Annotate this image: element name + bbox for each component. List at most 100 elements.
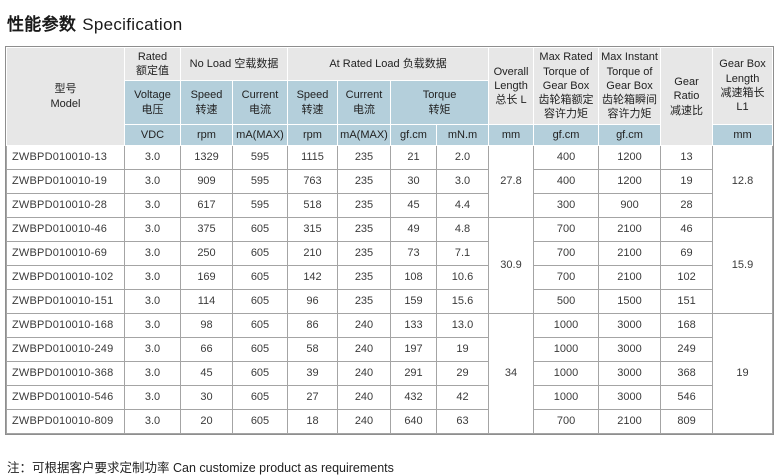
cell-no-load-speed: 617 [180,193,233,218]
cell-max-instant-torque: 1500 [598,289,662,314]
cell-no-load-speed: 98 [180,313,233,338]
cell-load-speed: 210 [287,241,338,266]
cell-torque-gfcm: 159 [390,289,437,314]
cell-overall-length: 30.9 [488,217,535,314]
cell-load-speed: 1115 [287,145,338,170]
cell-load-current: 240 [337,385,391,410]
col-header-gear-ratio-zh: 减速比 [670,104,704,117]
table-row: ZWBPD010010-368 3.0 45 605 39 240 291 29… [6,361,773,386]
cell-load-speed: 86 [287,313,338,338]
cell-gear-ratio: 102 [660,265,714,290]
cell-no-load-speed: 909 [180,169,233,194]
cell-gear-ratio: 809 [660,409,714,434]
col-header-max-rated-torque-line: Max Rated [539,51,593,64]
cell-overall-length: 34 [488,313,535,434]
cell-torque-mnm: 4.8 [435,217,490,242]
cell-torque-gfcm: 30 [390,169,437,194]
col-header-gearbox-length-line: Length [725,72,760,85]
table-row: ZWBPD010010-168 3.0 98 605 86 240 133 13… [6,313,774,434]
cell-voltage: 3.0 [124,385,181,410]
col-header-max-rated-torque-zh: 齿轮箱额定 [538,94,594,107]
cell-load-speed: 58 [287,337,338,362]
cell-torque-mnm: 15.6 [435,289,490,314]
cell-gearbox-length: 19 [712,313,774,434]
col-header-current-zh: 电流 [353,103,375,116]
cell-max-rated-torque: 700 [533,265,600,290]
cell-no-load-speed: 20 [180,409,233,434]
col-header-no-load-speed: Speed 转速 [180,80,233,125]
cell-max-instant-torque: 1200 [598,145,662,170]
cell-torque-mnm: 10.6 [435,265,490,290]
cell-gear-ratio: 546 [660,385,714,410]
col-header-overall-length-line: Overall [493,65,529,78]
header-row-units: VDC rpm mA(MAX) rpm mA(MAX) gf.cm mN.m m… [7,124,774,146]
cell-no-load-speed: 114 [180,289,233,314]
cell-gear-ratio: 168 [660,313,714,338]
col-header-model-en: Model [50,97,81,110]
table-row: ZWBPD010010-151 3.0 114 605 96 235 159 1… [6,289,773,314]
unit-max-instant-torque: gf.cm [598,124,662,146]
unit-load-speed: rpm [287,124,338,146]
unit-no-load-speed: rpm [180,124,233,146]
cell-load-speed: 315 [287,217,338,242]
cell-no-load-current: 595 [232,193,288,218]
cell-load-current: 235 [337,193,391,218]
col-header-model: 型号 Model [6,47,125,146]
cell-load-current: 240 [337,313,391,338]
unit-max-rated-torque: gf.cm [533,124,600,146]
unit-torque-gfcm: gf.cm [390,124,437,146]
cell-no-load-speed: 169 [180,265,233,290]
cell-load-current: 235 [337,145,391,170]
col-header-max-rated-torque: Max Rated Torque of Gear Box 齿轮箱额定 容许力矩 [533,47,600,125]
unit-torque-mnm: mN.m [435,124,490,146]
col-header-current-en: Current [241,89,279,102]
col-header-max-rated-torque-zh: 容许力矩 [544,108,589,121]
cell-max-instant-torque: 2100 [598,217,662,242]
cell-torque-mnm: 19 [435,337,490,362]
col-header-speed-en: Speed [190,89,223,102]
unit-voltage: VDC [124,124,181,146]
cell-max-rated-torque: 700 [533,217,600,242]
cell-model: ZWBPD010010-546 [6,385,125,410]
cell-load-speed: 27 [287,385,338,410]
cell-max-instant-torque: 3000 [598,313,662,338]
cell-torque-mnm: 63 [435,409,490,434]
col-header-speed-zh: 转速 [301,103,324,116]
header-row-measures: Voltage 电压 Speed 转速 Current 电流 Speed 转速 … [7,80,773,125]
cell-torque-gfcm: 49 [390,217,437,242]
table-row: ZWBPD010010-249 3.0 66 605 58 240 197 19… [6,337,773,362]
cell-gear-ratio: 46 [660,217,714,242]
cell-model: ZWBPD010010-69 [6,241,125,266]
cell-max-rated-torque: 1000 [533,361,600,386]
unit-overall-length: mm [488,124,535,146]
cell-gear-ratio: 13 [660,145,714,170]
unit-gearbox-length: mm [712,124,774,146]
spec-table-header: 型号 Model Rated 额定值 No Load 空载数据 At Rated… [6,47,774,146]
col-header-overall-length-line: Length [494,79,528,92]
table-row: ZWBPD010010-13 3.0 1329 595 1115 235 21 … [6,145,774,218]
cell-torque-mnm: 29 [435,361,490,386]
col-header-gear-ratio: Gear Ratio 减速比 [660,47,714,146]
col-header-voltage-zh: 电压 [141,103,164,116]
cell-torque-gfcm: 291 [390,361,437,386]
cell-voltage: 3.0 [124,145,181,170]
cell-torque-gfcm: 21 [390,145,437,170]
col-header-no-load: No Load 空载数据 [180,47,288,81]
cell-load-speed: 763 [287,169,338,194]
table-row: ZWBPD010010-546 3.0 30 605 27 240 432 42… [6,385,773,410]
cell-no-load-current: 605 [232,289,288,314]
cell-torque-mnm: 7.1 [435,241,490,266]
col-header-max-instant-torque-line: Torque of [606,65,653,78]
col-header-speed-en: Speed [296,89,329,102]
cell-max-rated-torque: 500 [533,289,600,314]
col-header-load-current: Current 电流 [337,80,391,125]
cell-torque-mnm: 4.4 [435,193,490,218]
cell-load-speed: 96 [287,289,338,314]
footnote: 注：可根据客户要求定制功率 Can customize product as r… [7,461,394,475]
cell-model: ZWBPD010010-102 [6,265,125,290]
col-header-max-instant-torque-zh: 容许力矩 [607,108,652,121]
col-header-max-rated-torque-line: Torque of [543,65,589,78]
cell-torque-gfcm: 133 [390,313,437,338]
col-header-max-instant-torque-line: Max Instant [601,51,658,64]
cell-load-speed: 39 [287,361,338,386]
